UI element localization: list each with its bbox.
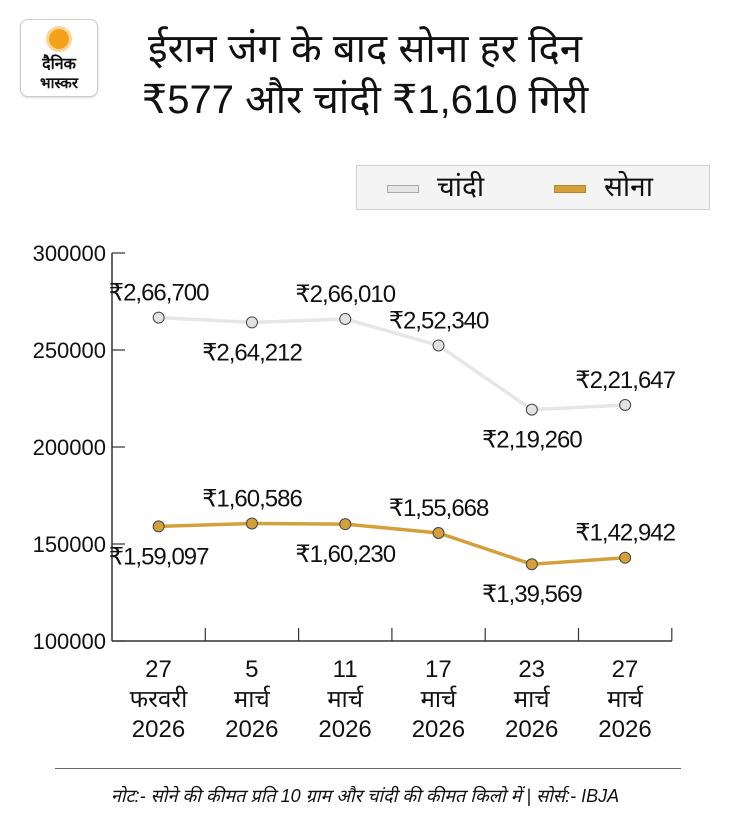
legend-swatch-silver [387,185,419,193]
y-tick-label: 300000 [33,241,106,266]
data-label: ₹2,21,647 [575,367,675,394]
x-tick-label: 27 मार्च 2026 [579,655,672,745]
sun-icon [49,29,69,49]
y-tick-label: 100000 [33,629,106,654]
x-label-month: मार्च [420,686,457,713]
series-line-0 [158,315,626,412]
data-label: ₹1,55,668 [389,495,489,522]
data-point [339,312,352,325]
x-label-year: 2026 [225,716,279,743]
legend-label-gold: सोना [604,171,653,202]
data-point [432,527,445,540]
footer-divider [55,768,681,769]
series-line-1 [158,521,626,567]
x-label-day: 11 [332,656,358,683]
x-label-day: 5 [245,656,259,683]
logo-line1: दैनिक [42,56,76,73]
data-point [245,517,258,530]
data-point [245,316,258,329]
data-point [619,399,632,412]
data-point [152,520,165,533]
x-label-month: मार्च [233,686,270,713]
legend: चांदी सोना [356,165,710,210]
x-label-day: 23 [518,656,546,683]
data-label: ₹1,42,942 [575,520,675,547]
x-tick-label: 23 मार्च 2026 [485,655,578,745]
x-label-month: मार्च [607,686,643,713]
x-label-year: 2026 [131,716,186,743]
legend-swatch-gold [554,185,586,193]
data-label: ₹1,59,097 [109,543,209,570]
data-label: ₹1,60,230 [295,541,395,568]
data-point [525,558,538,571]
data-label: ₹2,19,260 [482,427,582,454]
data-label: ₹2,64,212 [202,339,302,366]
y-tick-label: 250000 [33,338,106,363]
x-label-year: 2026 [504,716,559,743]
x-label-month: मार्च [327,686,363,713]
x-tick-label: 17 मार्च 2026 [392,655,485,745]
data-label: ₹1,60,586 [202,485,302,512]
data-label: ₹2,52,340 [389,307,489,334]
logo-line2: भास्कर [40,75,78,92]
x-label-month: फरवरी [129,686,188,713]
data-point [525,403,538,416]
x-label-day: 27 [145,656,172,683]
x-tick-label: 27 फरवरी 2026 [112,655,205,745]
x-label-day: 27 [611,656,639,683]
x-label-year: 2026 [411,716,466,743]
data-label: ₹2,66,010 [295,281,395,308]
data-label: ₹2,66,700 [109,280,209,307]
data-point [619,551,632,564]
data-point [432,339,445,352]
x-label-day: 17 [425,656,452,683]
x-label-month: मार्च [513,686,550,713]
dainik-bhaskar-logo: दैनिक भास्कर [20,19,98,97]
data-label: ₹1,39,569 [482,581,582,608]
chart-title: ईरान जंग के बाद सोना हर दिन ₹577 और चांद… [141,27,589,122]
legend-label-silver: चांदी [437,171,485,202]
x-tick-label: 5 मार्च 2026 [205,655,298,745]
footer-note: नोट:- सोने की कीमत प्रति 10 ग्राम और चां… [110,786,620,806]
y-tick-label: 150000 [33,532,106,557]
data-point [152,311,165,324]
data-point [339,518,352,531]
x-tick-label: 11 मार्च 2026 [299,655,392,745]
y-tick-label: 200000 [33,435,106,460]
x-label-year: 2026 [318,716,372,743]
x-label-year: 2026 [598,716,652,743]
